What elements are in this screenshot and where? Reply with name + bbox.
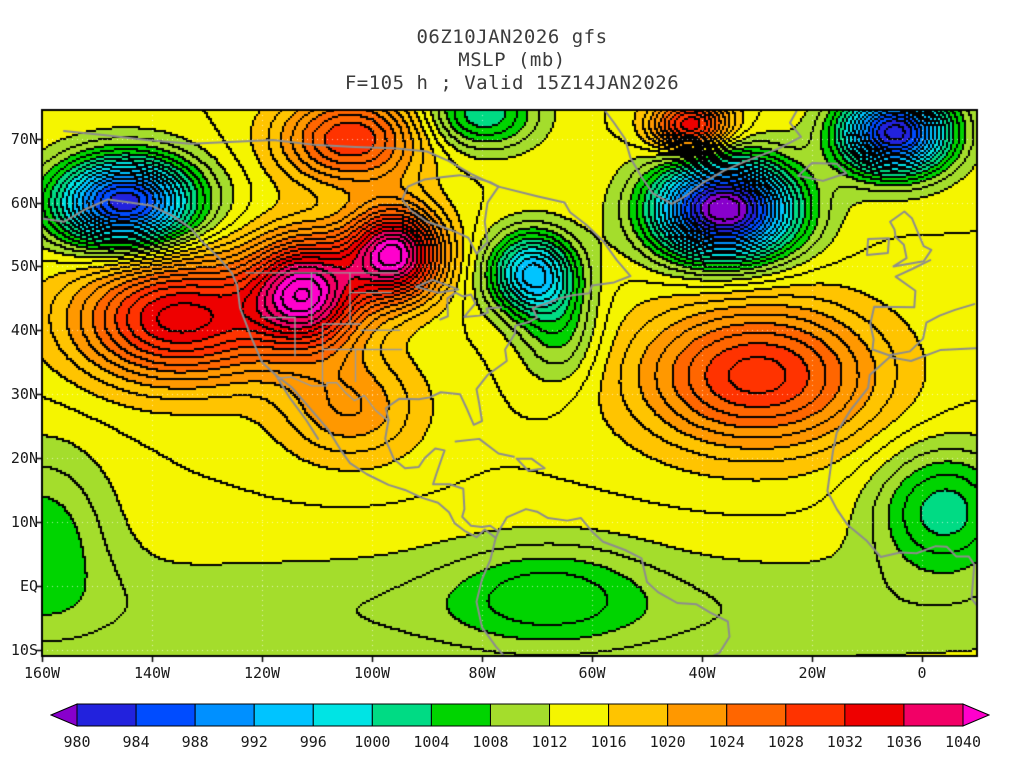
y-axis-tick-label: 60N [10, 193, 38, 212]
colorbar-segment [844, 703, 905, 727]
colorbar-right-arrow [962, 703, 991, 727]
colorbar-segment [312, 703, 373, 727]
colorbar-left-arrow [49, 703, 78, 727]
x-axis-tick-label: 160W [23, 664, 61, 682]
colorbar-tick-label: 1032 [826, 733, 863, 751]
colorbar-tick-label: 1036 [885, 733, 922, 751]
colorbar-segment [726, 703, 787, 727]
colorbar-tick-label: 1004 [413, 733, 450, 751]
y-axis-tick-label: 10S [10, 640, 38, 659]
y-axis-tick-label: 30N [10, 385, 38, 404]
chart-title-valid: F=105 h ; Valid 15Z14JAN2026 [344, 72, 680, 94]
colorbar-tick-label: 1012 [531, 733, 568, 751]
y-axis-tick-label: 50N [10, 257, 38, 276]
colorbar-segment [785, 703, 846, 727]
chart-titles: 06Z10JAN2026 gfs MSLP (mb) F=105 h ; Val… [0, 26, 1024, 95]
colorbar-segment [549, 703, 610, 727]
x-axis-tick-label: 80W [468, 664, 496, 682]
colorbar-tick-label: 1000 [354, 733, 391, 751]
colorbar-tick-label: 1024 [708, 733, 745, 751]
x-axis-tick-label: 0 [917, 664, 927, 682]
colorbar-tick-label: 1028 [767, 733, 804, 751]
colorbar-tick-label: 1008 [472, 733, 509, 751]
colorbar-segment [76, 703, 137, 727]
x-axis-tick-label: 100W [353, 664, 391, 682]
x-axis-tick-label: 140W [133, 664, 171, 682]
colorbar-tick-label: 1040 [944, 733, 982, 751]
chart-title-run: 06Z10JAN2026 gfs [416, 26, 608, 48]
colorbar-tick-label: 996 [299, 733, 327, 751]
y-axis-tick-label: 40N [10, 321, 38, 340]
colorbar-tick-label: 1016 [590, 733, 627, 751]
colorbar-segment [903, 703, 964, 727]
colorbar-segment [430, 703, 491, 727]
y-axis-tick-label: 20N [10, 449, 38, 468]
colorbar-svg [49, 703, 991, 727]
colorbar-segment [194, 703, 255, 727]
colorbar-tick-label: 988 [181, 733, 209, 751]
colorbar-segment [608, 703, 669, 727]
colorbar-segment [135, 703, 196, 727]
colorbar-tick-label: 992 [240, 733, 268, 751]
colorbar-segment [371, 703, 432, 727]
colorbar-segment [489, 703, 551, 727]
y-axis-tick-label: 70N [10, 129, 38, 148]
colorbar-tick-label: 984 [122, 733, 150, 751]
colorbar-tick-label: 980 [63, 733, 91, 751]
colorbar-segment [667, 703, 728, 727]
x-axis-tick-label: 60W [578, 664, 606, 682]
colorbar [49, 703, 991, 727]
x-axis-tick-label: 120W [243, 664, 281, 682]
x-axis-tick-label: 40W [688, 664, 716, 682]
mslp-contour-map [34, 102, 985, 664]
colorbar-tick-label: 1020 [649, 733, 686, 751]
x-axis-tick-label: 20W [798, 664, 826, 682]
y-axis-tick-label: EQ [19, 576, 38, 595]
y-axis-tick-label: 10N [10, 512, 38, 531]
chart-title-field: MSLP (mb) [458, 49, 566, 71]
colorbar-segment [253, 703, 314, 727]
